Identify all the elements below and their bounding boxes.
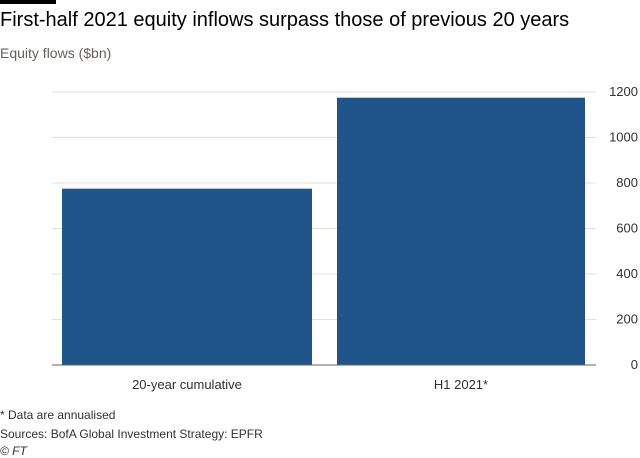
bar-1 — [62, 188, 312, 365]
x-tick-label: 20-year cumulative — [132, 377, 242, 392]
ft-top-bar — [0, 0, 56, 4]
y-tick-label: 200 — [616, 312, 638, 327]
y-tick-label: 800 — [616, 175, 638, 190]
y-tick-label: 600 — [616, 221, 638, 236]
chart-subtitle: Equity flows ($bn) — [0, 45, 112, 61]
copyright-note: © FT — [0, 444, 27, 458]
x-tick-label: H1 2021* — [434, 377, 488, 392]
footnote: * Data are annualised — [0, 408, 116, 422]
bar-chart: 0 200 400 600 800 1000 1200 20-year cumulative H… — [52, 84, 638, 392]
y-tick-label: 0 — [631, 357, 638, 372]
bar-2 — [337, 97, 585, 365]
y-tick-label: 1000 — [609, 130, 638, 145]
y-tick-label: 400 — [616, 266, 638, 281]
y-tick-label: 1200 — [609, 84, 638, 99]
chart-title: First-half 2021 equity inflows surpass t… — [0, 9, 570, 31]
source-note: Sources: BofA Global Investment Strategy… — [0, 427, 263, 441]
